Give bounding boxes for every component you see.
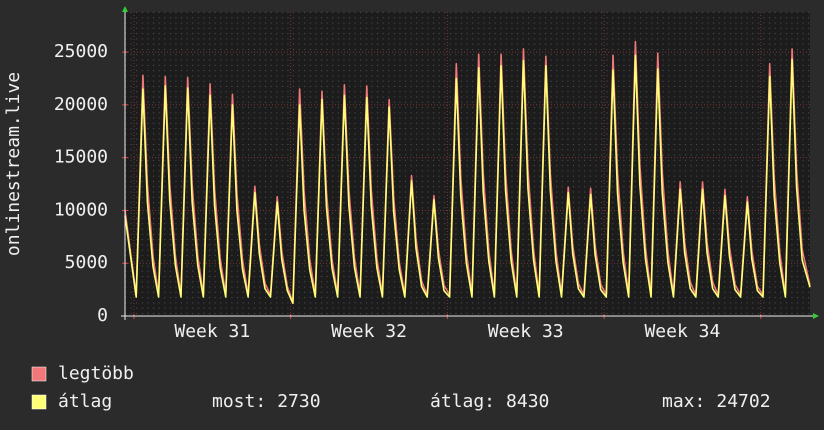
y-axis-label: onlinestream.live — [3, 72, 24, 256]
y-tick-label: 25000 — [54, 41, 108, 62]
stat-label: átlag: — [430, 391, 495, 412]
stat-value: 24702 — [716, 391, 770, 412]
y-tick-label: 20000 — [54, 94, 108, 115]
series-line — [124, 54, 811, 305]
legend-label: átlag — [58, 391, 112, 412]
x-tick-label: Week 32 — [331, 321, 407, 342]
x-tick-label: Week 31 — [174, 321, 250, 342]
y-arrow — [122, 6, 128, 12]
stat-label: most: — [212, 391, 266, 412]
legend-swatch — [31, 394, 47, 410]
legend-label: legtöbb — [58, 363, 134, 384]
series-line — [124, 40, 811, 304]
legend-swatch — [31, 366, 47, 382]
y-tick-label: 5000 — [65, 252, 108, 273]
y-tick-label: 10000 — [54, 199, 108, 220]
stat-value: 8430 — [506, 391, 549, 412]
y-tick-label: 0 — [97, 305, 108, 326]
stat-label: max: — [662, 391, 705, 412]
y-tick-label: 15000 — [54, 147, 108, 168]
x-tick-label: Week 34 — [644, 321, 720, 342]
x-arrow — [813, 313, 819, 319]
stat-value: 2730 — [277, 391, 320, 412]
x-tick-label: Week 33 — [488, 321, 564, 342]
